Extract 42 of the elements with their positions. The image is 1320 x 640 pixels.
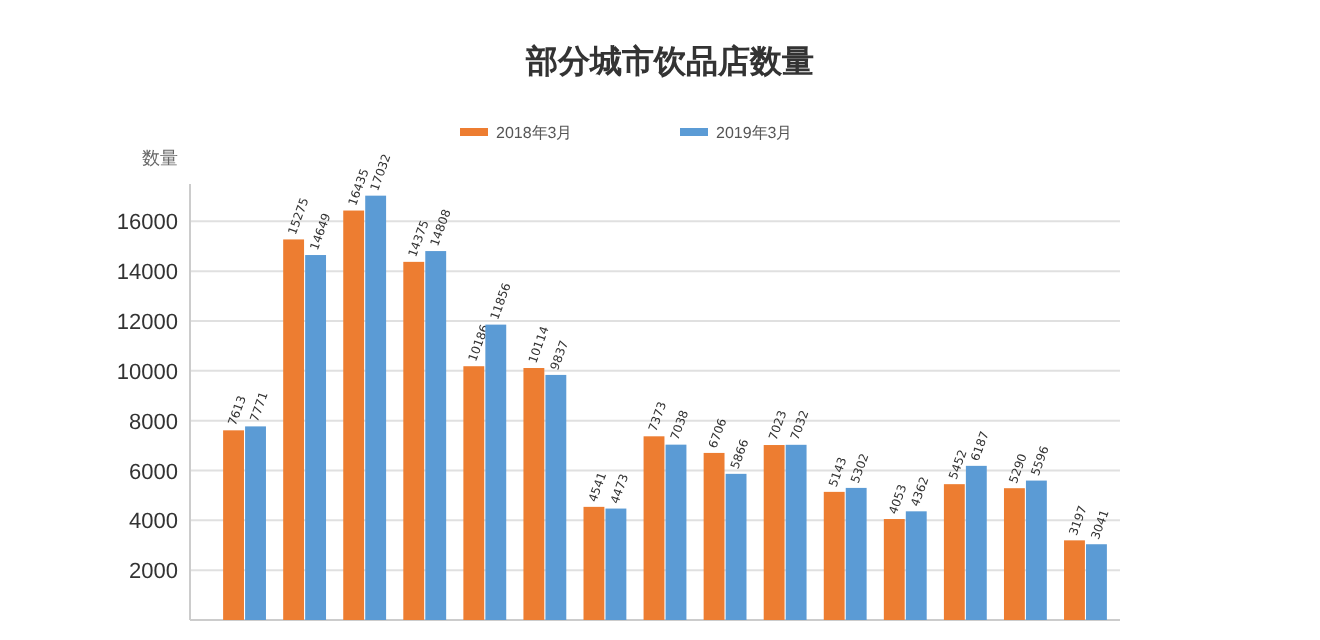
y-tick-label: 16000 bbox=[116, 211, 178, 236]
bar bbox=[583, 506, 605, 620]
bar bbox=[1086, 544, 1107, 620]
y-tick-label: 12000 bbox=[116, 311, 178, 336]
bar bbox=[343, 210, 365, 620]
y-axis-title: 数量 bbox=[142, 148, 178, 168]
bar bbox=[763, 445, 785, 620]
bar bbox=[403, 261, 425, 620]
bar bbox=[665, 444, 687, 620]
y-tick-label: 8000 bbox=[129, 410, 178, 435]
y-tick-label: 4000 bbox=[129, 510, 178, 535]
bar bbox=[305, 255, 327, 620]
bar bbox=[223, 430, 244, 620]
y-tick-label: 14000 bbox=[116, 261, 178, 286]
legend-label: 2018年3月 bbox=[496, 124, 573, 142]
bar bbox=[1003, 488, 1025, 620]
bar bbox=[845, 487, 867, 620]
bar bbox=[1025, 480, 1047, 620]
bar bbox=[943, 484, 965, 620]
bar bbox=[785, 444, 807, 620]
bar bbox=[523, 368, 545, 620]
bar bbox=[283, 239, 305, 620]
bar bbox=[463, 366, 485, 620]
bar bbox=[883, 519, 905, 620]
y-tick-label: 2000 bbox=[129, 560, 178, 585]
legend-label: 2019年3月 bbox=[716, 124, 793, 142]
bar bbox=[425, 251, 447, 620]
bar bbox=[965, 465, 987, 620]
bar bbox=[643, 436, 665, 620]
bar bbox=[823, 491, 845, 620]
bar bbox=[485, 324, 507, 620]
bar bbox=[605, 508, 627, 620]
bar bbox=[545, 374, 567, 620]
bar bbox=[725, 473, 747, 620]
bar bbox=[245, 426, 266, 620]
y-tick-label: 10000 bbox=[116, 360, 178, 385]
bar bbox=[905, 511, 927, 620]
y-tick-label: 6000 bbox=[129, 460, 178, 485]
bar bbox=[703, 452, 725, 620]
bar bbox=[1064, 540, 1085, 620]
chart-title: 部分城市饮品店数量 bbox=[524, 42, 814, 80]
bar bbox=[365, 195, 387, 620]
